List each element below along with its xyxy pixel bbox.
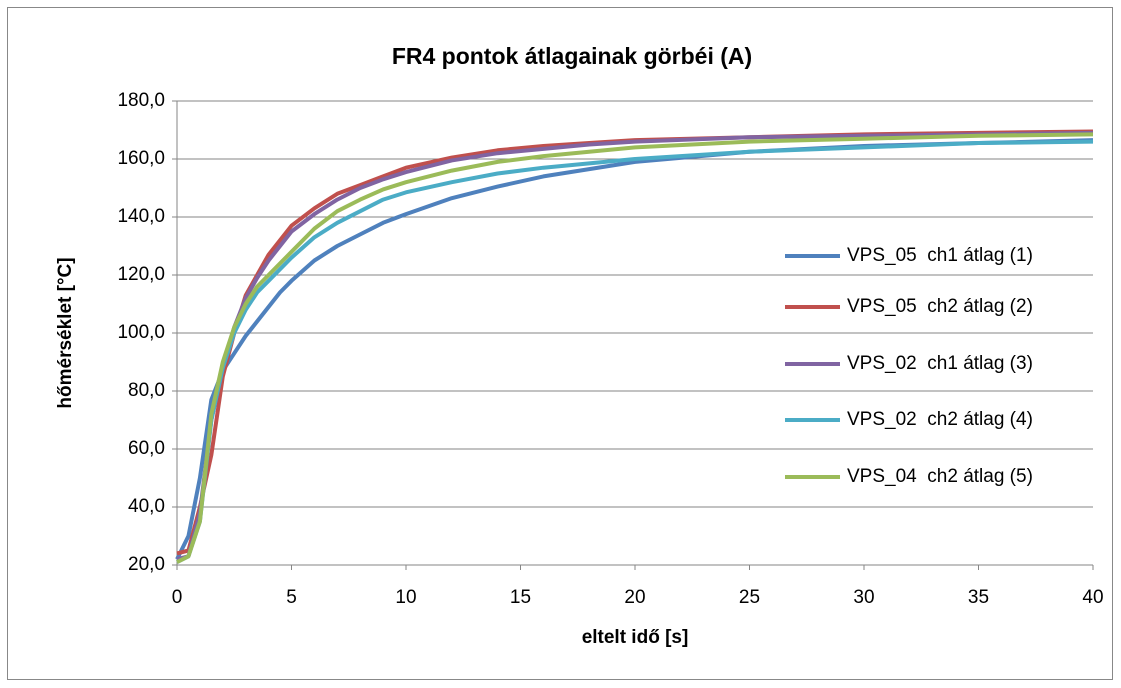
legend-label: VPS_05 ch2 átlag (2) [847,296,1033,317]
legend-label: VPS_05 ch1 átlag (1) [847,245,1033,266]
x-tick-label: 25 [739,587,760,608]
y-axis-label: hőmérséklet [°C] [55,257,76,408]
x-tick-label: 10 [395,587,416,608]
x-tick-label: 15 [510,587,531,608]
y-tick-label: 20,0 [128,554,165,575]
y-tick-label: 140,0 [117,206,165,227]
y-tick-label: 180,0 [117,90,165,111]
y-tick-label: 60,0 [128,438,165,459]
legend-label: VPS_02 ch1 átlag (3) [847,353,1033,374]
chart-frame [7,7,1113,680]
x-tick-label: 40 [1082,587,1103,608]
legend-label: VPS_04 ch2 átlag (5) [847,466,1033,487]
chart-title: FR4 pontok átlagainak görbéi (A) [392,43,752,69]
series-line [176,132,1094,564]
legend-label: VPS_02 ch2 átlag (4) [847,409,1033,430]
y-tick-label: 160,0 [117,148,165,169]
x-tick-label: 20 [624,587,645,608]
y-tick-label: 120,0 [117,264,165,285]
y-tick-label: 80,0 [128,380,165,401]
x-tick-label: 30 [853,587,874,608]
y-tick-label: 100,0 [117,322,165,343]
x-tick-label: 5 [286,587,297,608]
x-axis-label: eltelt idő [s] [582,627,689,648]
y-tick-label: 40,0 [128,496,165,517]
x-tick-label: 35 [968,587,989,608]
x-tick-label: 0 [172,587,183,608]
